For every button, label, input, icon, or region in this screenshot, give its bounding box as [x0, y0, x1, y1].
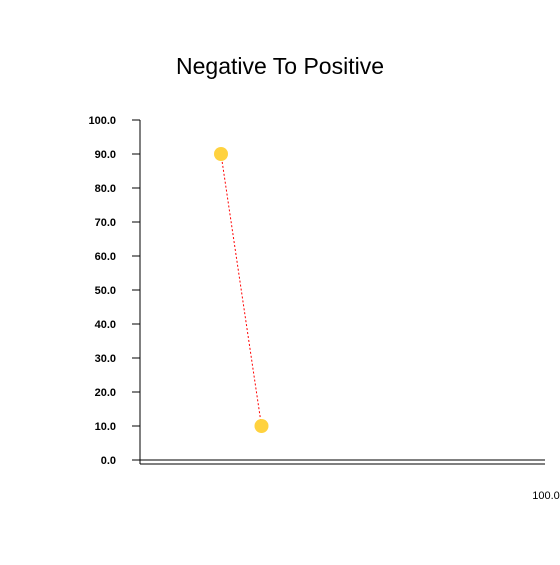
y-tick-label: 70.0 [95, 217, 116, 229]
y-tick-label: 50.0 [95, 285, 116, 297]
y-tick-label: 20.0 [95, 387, 116, 399]
y-tick-label: 60.0 [95, 251, 116, 263]
y-tick-label: 10.0 [95, 421, 116, 433]
data-point [254, 419, 269, 433]
y-tick-label: 100.0 [88, 115, 116, 127]
y-tick-label: 0.0 [101, 455, 116, 467]
x-tick-label: 100.0 [532, 490, 560, 502]
x-axis-ticks: 100.0 [532, 490, 560, 502]
y-tick-label: 80.0 [95, 183, 116, 195]
chart-title: Negative To Positive [176, 53, 384, 79]
y-tick-label: 40.0 [95, 319, 116, 331]
series-layer [214, 147, 269, 433]
y-axis-ticks: 0.0 10.0 20.0 30.0 40.0 50.0 60.0 70.0 80.0 90.0 1… [88, 115, 140, 467]
y-tick-label: 90.0 [95, 149, 116, 161]
y-tick-label: 30.0 [95, 353, 116, 365]
series-line-segment [220, 153, 262, 427]
data-point [214, 147, 228, 161]
